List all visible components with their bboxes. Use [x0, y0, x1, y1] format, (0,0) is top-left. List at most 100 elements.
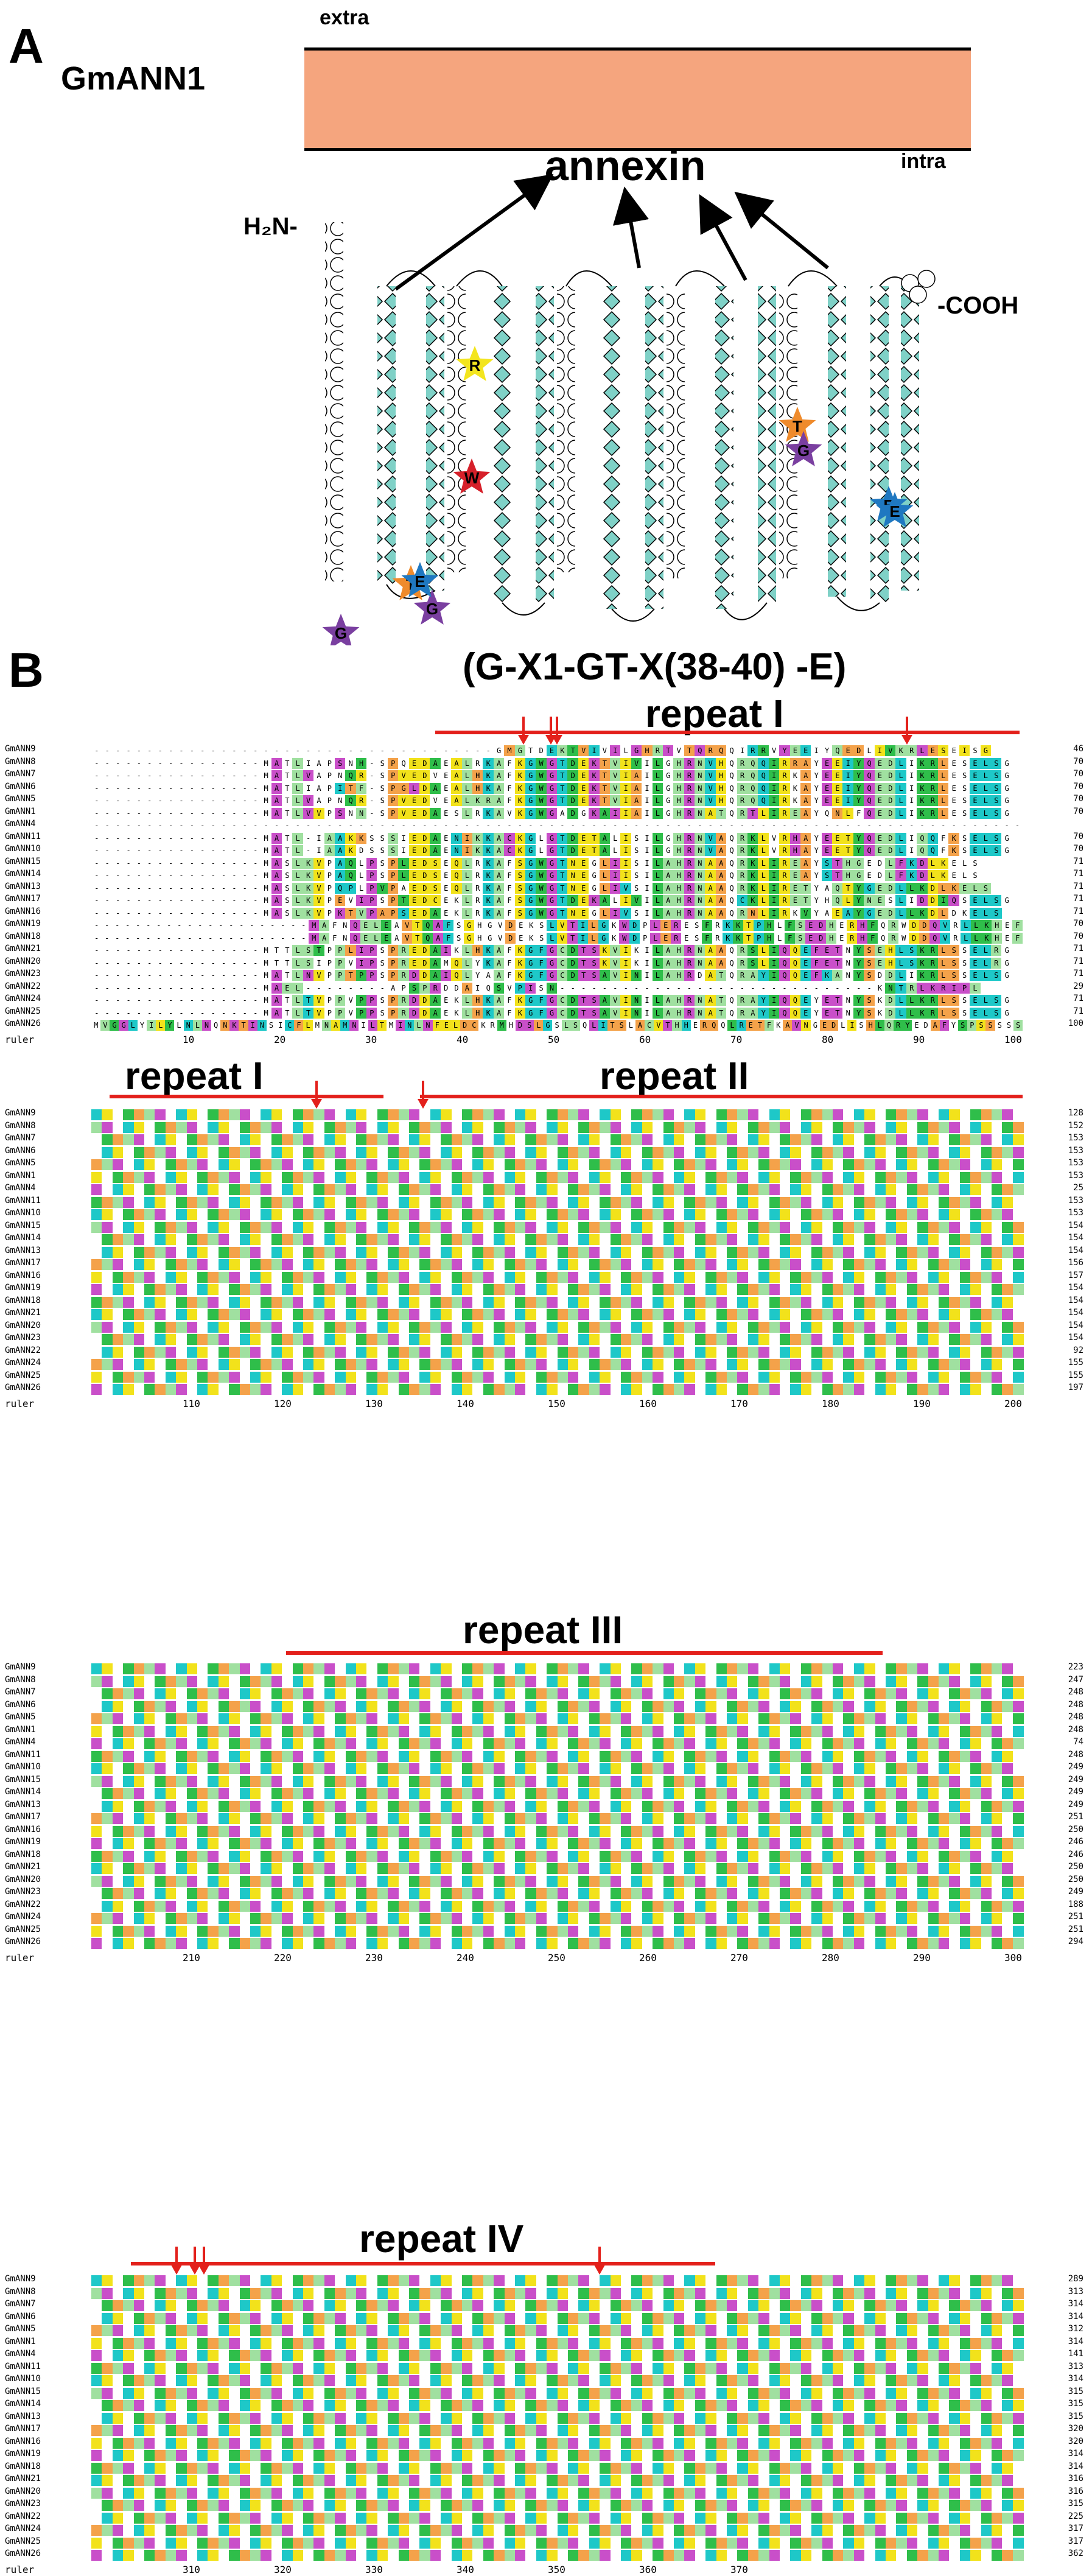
residue-star — [322, 614, 360, 645]
sequence-end-position: 70 — [1073, 807, 1083, 816]
sequence-end-position: 362 — [1068, 2549, 1083, 2558]
sequence-row — [91, 1109, 1024, 1122]
sequence-name: GmANN20 — [5, 956, 41, 966]
sequence-end-position: 46 — [1073, 744, 1083, 754]
ruler-label: ruler — [5, 1398, 34, 1409]
sequence-name: GmANN17 — [5, 1258, 41, 1268]
protein-name: GmANN1 — [61, 60, 205, 97]
panel-b-letter: B — [9, 642, 44, 698]
sequence-end-position: 314 — [1068, 2374, 1083, 2384]
ruler-tick: 160 — [639, 1398, 657, 1409]
helix-3 — [493, 286, 511, 603]
sequence-name: GmANN6 — [5, 1700, 36, 1710]
sequence-end-position: 249 — [1068, 1887, 1083, 1897]
motif-label: (G-X1-GT-X(38-40) -E) — [463, 645, 846, 689]
sequence-end-position: 153 — [1068, 1208, 1083, 1218]
sequence-end-position: 71 — [1073, 1006, 1083, 1016]
sequence-end-position: 249 — [1068, 1775, 1083, 1785]
sequence-name: GmANN10 — [5, 2374, 41, 2384]
loop-6 — [667, 292, 685, 578]
sequence-end-position: 315 — [1068, 2387, 1083, 2396]
sequence-end-position: 320 — [1068, 2437, 1083, 2446]
ruler-tick: 20 — [274, 1034, 285, 1045]
sequence-row — [91, 1271, 1024, 1285]
sequence-name: GmANN13 — [5, 1800, 41, 1809]
helix-8 — [758, 286, 776, 603]
sequence-end-position: 153 — [1068, 1133, 1083, 1143]
sequence-end-position: 248 — [1068, 1750, 1083, 1760]
sequence-row — [91, 1900, 1024, 1914]
topology-diagram: RWTGETGGEE — [322, 174, 936, 645]
sequence-name: GmANN7 — [5, 769, 36, 779]
sequence-name: GmANN18 — [5, 932, 41, 941]
residue-star — [876, 492, 914, 527]
sequence-row — [91, 1209, 1024, 1222]
ruler-tick: 100 — [1004, 1034, 1022, 1045]
sequence-end-position: 250 — [1068, 1862, 1083, 1872]
sequence-name: GmANN10 — [5, 1208, 41, 1218]
alignment-block-3: GmANN9 223 GmANN8 247 GmANN7 248 GmANN6 248 GmAN… — [0, 1662, 1092, 1964]
sequence-end-position: 313 — [1068, 2362, 1083, 2371]
sequence-end-position: 154 — [1068, 1321, 1083, 1330]
residue-star-label: G — [335, 624, 347, 642]
sequence-row — [91, 1863, 1024, 1876]
helix-6 — [645, 286, 663, 609]
sequence-end-position: 317 — [1068, 2524, 1083, 2533]
sequence-row — [91, 2475, 1024, 2488]
residue-star-label: G — [797, 441, 810, 460]
sequence-row — [91, 1171, 1024, 1185]
repeat-1-continued-bar — [110, 1095, 383, 1098]
sequence-row — [91, 1159, 1024, 1172]
sequence-row — [91, 1850, 1024, 1864]
sequence-end-position: 70 — [1073, 932, 1083, 941]
sequence-name: GmANN14 — [5, 2399, 41, 2409]
sequence-row — [91, 1234, 1024, 1247]
sequence-row — [91, 1121, 1024, 1135]
sequence-row — [91, 2500, 1024, 2513]
sequence-end-position: 92 — [1073, 1346, 1083, 1355]
sequence-end-position: 317 — [1068, 2536, 1083, 2546]
sequence-name: GmANN8 — [5, 757, 36, 767]
sequence-name: GmANN17 — [5, 894, 41, 904]
sequence-name: GmANN9 — [5, 2274, 36, 2284]
sequence-name: GmANN8 — [5, 1121, 36, 1131]
sequence-end-position: 188 — [1068, 1900, 1083, 1909]
sequence-end-position: 71 — [1073, 956, 1083, 966]
n-terminal-strand — [325, 222, 343, 581]
sequence-end-position: 155 — [1068, 1370, 1083, 1380]
sequence-end-position: 250 — [1068, 1825, 1083, 1834]
residue-star — [870, 486, 908, 521]
sequence-name: GmANN6 — [5, 2312, 36, 2322]
sequence-name: GmANN14 — [5, 1233, 41, 1243]
sequence-name: GmANN23 — [5, 969, 41, 978]
sequence-end-position: 70 — [1073, 832, 1083, 841]
ruler-tick: 330 — [365, 2564, 383, 2575]
sequence-name: GmANN4 — [5, 1737, 36, 1747]
arrow-2 — [612, 186, 649, 268]
ruler-tick: 130 — [365, 1398, 383, 1409]
membrane — [304, 47, 971, 151]
sequence-name: GmANN4 — [5, 819, 36, 829]
sequence-end-position: 294 — [1068, 1937, 1083, 1946]
sequence-row — [91, 1763, 1024, 1776]
ruler-label: ruler — [5, 1034, 34, 1045]
sequence-row — [91, 2437, 1024, 2451]
sequence-name: GmANN9 — [5, 1662, 36, 1672]
sequence-row — [91, 1134, 1024, 1147]
sequence-name: GmANN17 — [5, 2424, 41, 2434]
annexin-label: annexin — [545, 141, 706, 190]
sequence-name: GmANN20 — [5, 1321, 41, 1330]
alignment-block-1: GmANN9 - - - - - - - - - - - - - - - - - - - - - - - - - - - - - - - - - -… — [0, 744, 1092, 1045]
ruler-tick: 310 — [183, 2564, 200, 2575]
red-arrow — [901, 717, 912, 745]
repeat-4-label: repeat IV — [359, 2216, 523, 2261]
sequence-name: GmANN15 — [5, 857, 41, 866]
sequence-row — [91, 2325, 1024, 2338]
